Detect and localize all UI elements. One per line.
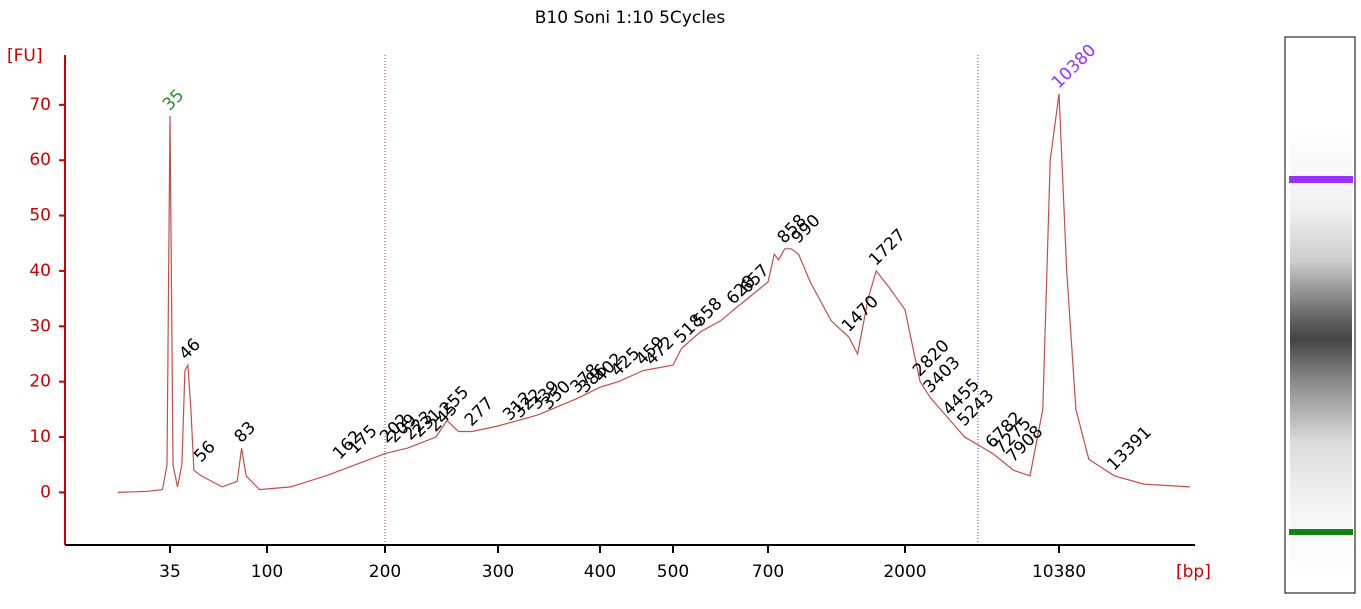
x-tick-label: 200 [369,562,401,582]
x-tick-label: 100 [251,562,283,582]
peak-label: 10380 [1048,40,1100,92]
y-axis-label: [FU] [7,46,43,66]
upper-marker-band [1289,176,1353,183]
peak-label: 56 [190,437,219,466]
y-tick-label: 30 [29,316,51,336]
x-tick-label: 500 [657,562,689,582]
peak-label: 83 [231,418,260,447]
y-tick-label: 70 [29,95,51,115]
x-tick-label: 35 [159,562,181,582]
y-tick-label: 10 [29,427,51,447]
peak-label: 1470 [838,292,883,337]
x-tick-label: 700 [752,562,784,582]
x-tick-label: 400 [584,562,616,582]
gel-smear [1290,125,1352,580]
peak-label: 46 [175,335,204,364]
peak-label: 1727 [865,225,910,270]
chart-title: B10 Soni 1:10 5Cycles [535,8,726,28]
y-tick-label: 0 [40,482,51,502]
x-tick-label: 300 [482,562,514,582]
lower-marker-band [1289,529,1353,535]
gel-lane [1284,36,1356,594]
peak-label: 35 [159,86,188,115]
x-axis-label: [bp] [1176,562,1211,582]
peak-label: 13391 [1103,422,1155,474]
x-tick-label: 2000 [883,562,926,582]
y-tick-label: 50 [29,206,51,226]
trace-line [117,93,1190,493]
y-tick-label: 20 [29,372,51,392]
y-tick-label: 40 [29,261,51,281]
x-tick-label: 10380 [1032,562,1086,582]
y-tick-label: 60 [29,150,51,170]
